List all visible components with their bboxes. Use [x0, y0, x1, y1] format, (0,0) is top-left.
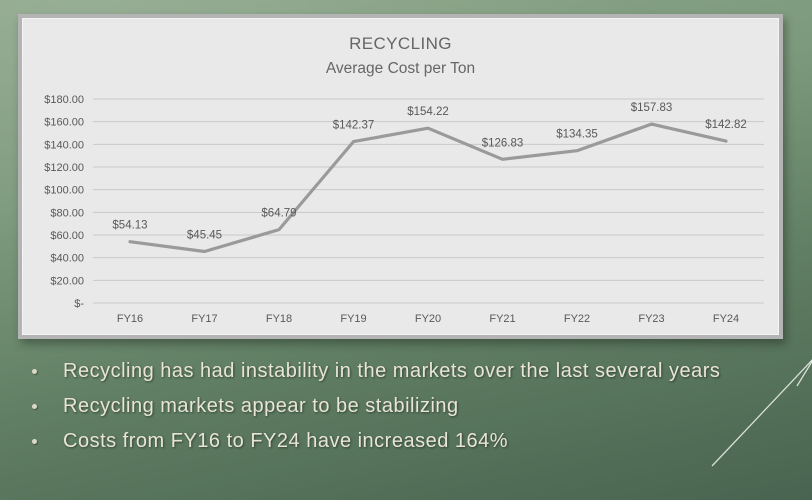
svg-text:$120.00: $120.00	[44, 162, 84, 174]
svg-text:FY21: FY21	[489, 313, 515, 325]
svg-text:$80.00: $80.00	[50, 207, 84, 219]
bullet-item: Recycling markets appear to be stabilizi…	[24, 395, 794, 418]
bullet-dot-icon	[32, 404, 37, 409]
svg-text:$-: $-	[74, 298, 84, 310]
svg-text:$157.83: $157.83	[631, 102, 673, 114]
svg-text:$60.00: $60.00	[50, 230, 84, 242]
svg-text:$126.83: $126.83	[482, 137, 524, 149]
svg-text:FY17: FY17	[191, 313, 217, 325]
svg-text:$134.35: $134.35	[556, 129, 598, 141]
bullet-item: Recycling has had instability in the mar…	[24, 360, 794, 383]
svg-text:FY22: FY22	[564, 313, 590, 325]
svg-text:$54.13: $54.13	[112, 220, 147, 232]
svg-text:$20.00: $20.00	[50, 275, 84, 287]
bullet-list: Recycling has had instability in the mar…	[24, 360, 794, 453]
svg-text:$160.00: $160.00	[44, 117, 84, 129]
chart-subtitle: Average Cost per Ton	[325, 60, 476, 77]
chart-title: RECYCLING	[349, 34, 452, 53]
svg-text:$40.00: $40.00	[50, 253, 84, 265]
svg-text:FY18: FY18	[266, 313, 292, 325]
svg-text:$140.00: $140.00	[44, 139, 84, 151]
bullet-dot-icon	[32, 369, 37, 374]
svg-text:FY24: FY24	[713, 313, 739, 325]
svg-text:$64.79: $64.79	[261, 208, 296, 220]
svg-text:$45.45: $45.45	[187, 229, 222, 241]
svg-text:$142.37: $142.37	[333, 120, 375, 132]
bullet-item: Costs from FY16 to FY24 have increased 1…	[24, 430, 794, 453]
bullet-text: Recycling markets appear to be stabilizi…	[63, 395, 459, 417]
svg-text:FY16: FY16	[117, 313, 143, 325]
cost-per-ton-line-chart: $180.00 $160.00 $140.00 $120.00 $100.00 $80.0…	[44, 94, 764, 325]
svg-text:$142.82: $142.82	[705, 119, 747, 131]
bullet-dot-icon	[32, 439, 37, 444]
svg-text:FY20: FY20	[415, 313, 441, 325]
svg-text:FY19: FY19	[340, 313, 366, 325]
bullet-text: Costs from FY16 to FY24 have increased 1…	[63, 430, 509, 452]
svg-text:$154.22: $154.22	[407, 106, 449, 118]
bullet-text: Recycling has had instability in the mar…	[63, 360, 721, 382]
svg-text:$180.00: $180.00	[44, 94, 84, 106]
recycling-cost-chart-card: RECYCLING Average Cost per Ton $180.00 $1…	[18, 14, 783, 339]
svg-text:$100.00: $100.00	[44, 185, 84, 197]
svg-text:FY23: FY23	[638, 313, 664, 325]
